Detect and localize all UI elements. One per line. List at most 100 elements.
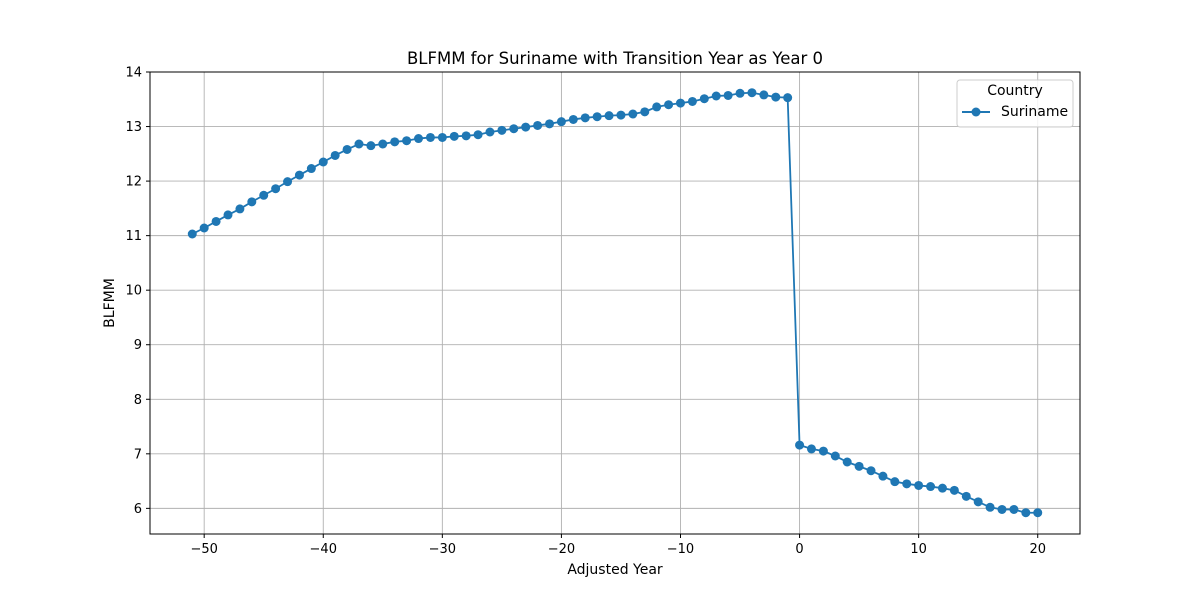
legend-title: Country	[987, 83, 1043, 99]
data-point-suriname	[473, 130, 483, 140]
data-point-suriname	[259, 190, 269, 200]
data-point-suriname	[211, 216, 221, 226]
x-tick-label: −10	[667, 542, 694, 557]
y-tick-label: 11	[125, 229, 142, 244]
x-tick-label: −20	[548, 542, 575, 557]
data-point-suriname	[771, 92, 781, 102]
data-point-suriname	[711, 91, 721, 101]
y-tick-label: 9	[134, 338, 142, 353]
legend-label-suriname: Suriname	[1001, 104, 1068, 120]
data-point-suriname	[616, 110, 626, 120]
y-axis-label: BLFMM	[102, 278, 118, 328]
data-point-suriname	[223, 210, 233, 220]
y-tick-label: 6	[134, 502, 142, 517]
data-point-suriname	[973, 497, 983, 507]
y-axis: 6 7 8 9 10 11 12 13 14	[125, 66, 150, 517]
data-point-suriname	[914, 480, 924, 490]
data-point-suriname	[294, 170, 304, 180]
data-point-suriname	[521, 122, 531, 132]
legend: Country Suriname	[956, 79, 1074, 128]
data-point-suriname	[580, 113, 590, 123]
data-point-suriname	[866, 466, 876, 476]
data-point-suriname	[283, 177, 293, 187]
data-point-suriname	[318, 157, 328, 167]
y-tick-label: 7	[134, 447, 142, 462]
data-point-suriname	[461, 131, 471, 141]
data-point-suriname	[854, 461, 864, 471]
legend-box	[956, 79, 1074, 128]
data-point-suriname	[187, 229, 197, 239]
data-point-suriname	[437, 132, 447, 142]
data-point-suriname	[675, 98, 685, 108]
data-point-suriname	[497, 125, 507, 135]
data-point-suriname	[509, 124, 519, 134]
y-tick-label: 10	[125, 284, 142, 299]
x-axis-label: Adjusted Year	[567, 562, 663, 578]
data-point-suriname	[997, 504, 1007, 514]
data-point-suriname	[949, 485, 959, 495]
data-point-suriname	[556, 117, 566, 127]
grid-lines	[150, 71, 1080, 534]
data-point-suriname	[425, 132, 435, 142]
data-point-suriname	[878, 471, 888, 481]
plot-frame	[149, 71, 1081, 535]
data-point-suriname	[926, 482, 936, 492]
data-point-suriname	[830, 451, 840, 461]
data-point-suriname	[449, 131, 459, 141]
data-point-suriname	[330, 150, 340, 160]
data-point-suriname	[1021, 508, 1031, 518]
data-point-suriname	[485, 127, 495, 137]
legend-marker-suriname	[971, 107, 981, 117]
x-tick-label: 10	[910, 542, 927, 557]
data-point-suriname	[592, 112, 602, 122]
series-layer	[187, 88, 1043, 518]
y-tick-label: 12	[125, 175, 142, 190]
data-point-suriname	[378, 139, 388, 149]
data-point-suriname	[795, 440, 805, 450]
data-point-suriname	[735, 88, 745, 98]
x-tick-label: 20	[1029, 542, 1046, 557]
data-point-suriname	[604, 111, 614, 121]
data-point-suriname	[390, 137, 400, 147]
series-line-suriname	[191, 91, 1038, 514]
y-tick-label: 13	[125, 120, 142, 135]
data-point-suriname	[985, 502, 995, 512]
data-point-suriname	[699, 94, 709, 104]
data-point-suriname	[628, 109, 638, 119]
data-point-suriname	[902, 479, 912, 489]
x-tick-label: −30	[429, 542, 456, 557]
data-point-suriname	[545, 119, 555, 129]
data-point-suriname	[1009, 504, 1019, 514]
data-point-suriname	[747, 88, 757, 98]
data-point-suriname	[783, 93, 793, 103]
y-tick-label: 14	[125, 66, 142, 81]
data-point-suriname	[271, 184, 281, 194]
data-point-suriname	[890, 477, 900, 487]
data-point-suriname	[818, 446, 828, 456]
data-point-suriname	[199, 223, 209, 233]
x-tick-label: −50	[190, 542, 217, 557]
data-point-suriname	[723, 90, 733, 100]
data-point-suriname	[937, 483, 947, 493]
x-axis: −50 −40 −30 −20 −10 0 10 20	[190, 534, 1046, 557]
data-point-suriname	[342, 144, 352, 154]
chart-title: BLFMM for Suriname with Transition Year …	[407, 49, 823, 68]
data-point-suriname	[414, 134, 424, 144]
data-point-suriname	[640, 107, 650, 117]
data-point-suriname	[1033, 508, 1043, 518]
data-point-suriname	[961, 491, 971, 501]
data-point-suriname	[652, 102, 662, 112]
data-point-suriname	[568, 114, 578, 124]
data-point-suriname	[664, 100, 674, 110]
data-point-suriname	[235, 204, 245, 214]
data-point-suriname	[687, 96, 697, 106]
data-point-suriname	[366, 141, 376, 151]
data-point-suriname	[842, 457, 852, 467]
data-point-suriname	[533, 120, 543, 130]
data-point-suriname	[402, 136, 412, 146]
data-point-suriname	[247, 197, 257, 207]
y-tick-label: 8	[134, 393, 142, 408]
data-point-suriname	[306, 164, 316, 174]
x-tick-label: 0	[795, 542, 803, 557]
